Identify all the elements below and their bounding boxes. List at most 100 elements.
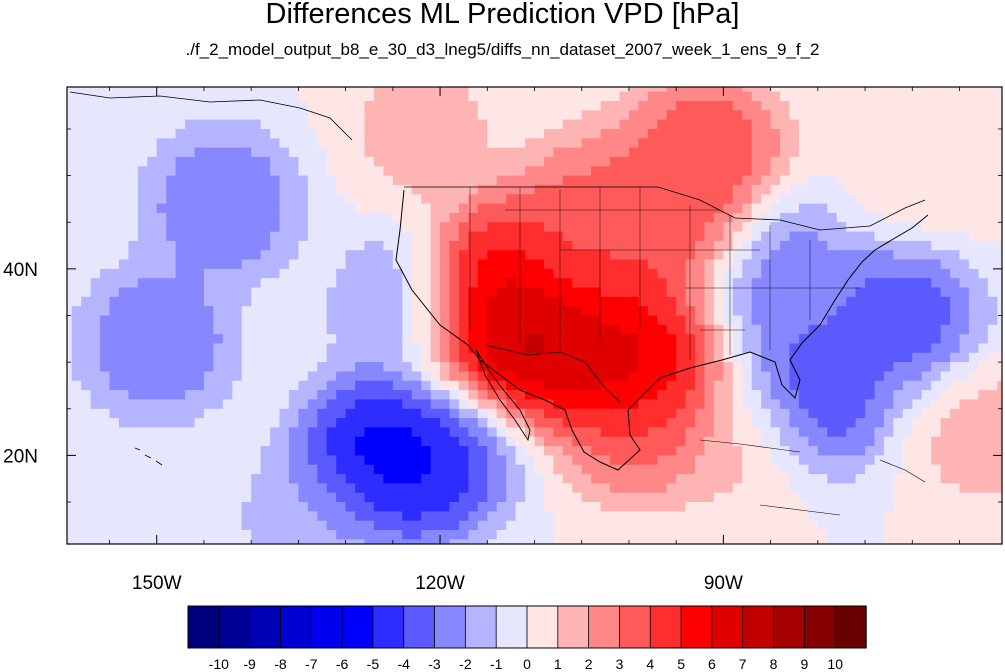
field-cell bbox=[704, 287, 715, 298]
field-cell bbox=[90, 399, 101, 410]
field-cell bbox=[326, 399, 337, 410]
field-cell bbox=[468, 483, 479, 494]
field-cell bbox=[902, 296, 913, 307]
field-cell bbox=[496, 446, 507, 456]
field-cell bbox=[874, 287, 885, 298]
field-cell bbox=[326, 240, 337, 251]
field-cell bbox=[525, 502, 536, 512]
field-cell bbox=[156, 287, 167, 298]
field-cell bbox=[373, 371, 384, 382]
field-cell bbox=[940, 287, 951, 298]
field-cell bbox=[987, 483, 998, 494]
field-cell bbox=[789, 334, 800, 345]
field-cell bbox=[203, 166, 214, 177]
field-cell bbox=[203, 268, 214, 279]
field-cell bbox=[732, 87, 743, 93]
field-cell bbox=[619, 91, 630, 102]
field-cell bbox=[959, 390, 970, 400]
field-cell bbox=[185, 147, 196, 158]
field-cell bbox=[732, 222, 743, 233]
field-cell bbox=[326, 324, 337, 335]
field-cell bbox=[194, 511, 205, 522]
field-cell bbox=[203, 278, 214, 289]
field-cell bbox=[732, 184, 743, 195]
field-cell bbox=[836, 231, 847, 242]
field-cell bbox=[81, 212, 92, 223]
field-cell bbox=[780, 306, 791, 317]
field-cell bbox=[713, 184, 724, 195]
field-cell bbox=[166, 492, 177, 503]
field-cell bbox=[373, 464, 384, 475]
field-cell bbox=[987, 502, 998, 512]
field-cell bbox=[90, 138, 101, 149]
field-cell bbox=[487, 129, 498, 139]
field-cell bbox=[100, 399, 111, 410]
field-cell bbox=[487, 539, 498, 544]
field-cell bbox=[118, 222, 129, 233]
field-cell bbox=[704, 203, 715, 214]
field-cell bbox=[525, 399, 536, 410]
field-cell bbox=[638, 343, 649, 354]
field-cell bbox=[676, 110, 687, 121]
field-cell bbox=[912, 87, 923, 93]
field-cell bbox=[355, 222, 366, 233]
field-cell bbox=[458, 362, 469, 372]
field-cell bbox=[610, 464, 621, 475]
field-cell bbox=[798, 492, 809, 503]
field-cell bbox=[695, 315, 706, 326]
field-cell bbox=[742, 306, 753, 317]
field-cell bbox=[978, 119, 989, 130]
field-cell bbox=[780, 324, 791, 335]
field-cell bbox=[317, 492, 328, 503]
field-cell bbox=[515, 427, 526, 438]
field-cell bbox=[251, 194, 262, 205]
field-cell bbox=[676, 175, 687, 186]
field-cell bbox=[506, 483, 517, 494]
field-cell bbox=[789, 492, 800, 503]
field-cell bbox=[326, 315, 337, 326]
field-cell bbox=[808, 399, 819, 410]
field-cell bbox=[883, 222, 894, 233]
field-cell bbox=[581, 231, 592, 242]
field-cell bbox=[71, 119, 82, 130]
field-cell bbox=[959, 474, 970, 484]
field-cell bbox=[780, 91, 791, 102]
field-cell bbox=[477, 268, 488, 279]
field-cell bbox=[411, 250, 422, 261]
field-cell bbox=[137, 296, 148, 307]
field-cell bbox=[950, 212, 961, 223]
field-cell bbox=[798, 408, 809, 419]
field-cell bbox=[931, 138, 942, 149]
field-cell bbox=[67, 492, 73, 503]
field-cell bbox=[194, 110, 205, 121]
field-cell bbox=[742, 474, 753, 484]
field-cell bbox=[902, 362, 913, 372]
field-cell bbox=[411, 324, 422, 335]
field-cell bbox=[81, 175, 92, 186]
field-cell bbox=[968, 287, 979, 298]
field-cell bbox=[553, 399, 564, 410]
field-cell bbox=[147, 231, 158, 242]
field-cell bbox=[968, 502, 979, 512]
field-cell bbox=[279, 147, 290, 158]
field-cell bbox=[855, 502, 866, 512]
field-cell bbox=[931, 408, 942, 419]
field-cell bbox=[628, 511, 639, 522]
field-cell bbox=[534, 296, 545, 307]
field-cell bbox=[581, 129, 592, 139]
field-cell bbox=[950, 464, 961, 475]
field-cell bbox=[723, 436, 734, 447]
field-cell bbox=[71, 352, 82, 363]
field-cell bbox=[591, 539, 602, 544]
field-cell bbox=[902, 464, 913, 475]
field-cell bbox=[317, 91, 328, 102]
field-cell bbox=[893, 446, 904, 456]
field-cell bbox=[770, 138, 781, 149]
field-cell bbox=[383, 446, 394, 456]
field-cell bbox=[525, 222, 536, 233]
field-cell bbox=[780, 278, 791, 289]
field-cell bbox=[543, 474, 554, 484]
field-cell bbox=[440, 455, 451, 466]
field-cell bbox=[874, 511, 885, 522]
field-cell bbox=[355, 483, 366, 494]
